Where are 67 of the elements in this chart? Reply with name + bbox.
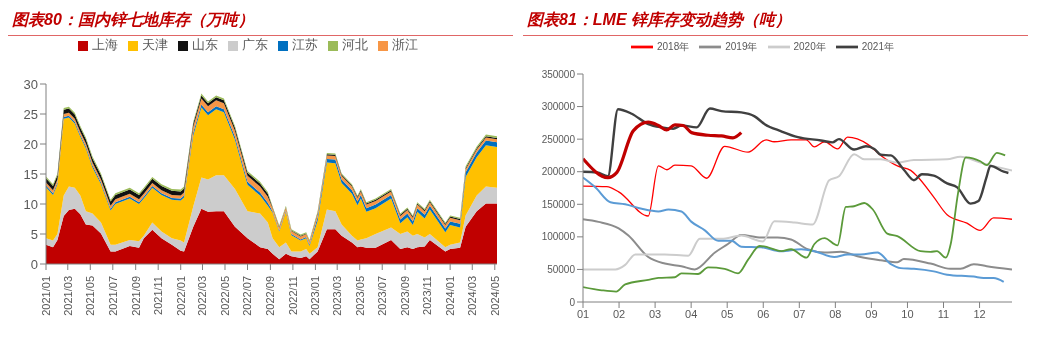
x-tick-label: 2023/09 bbox=[398, 276, 411, 316]
legend-label: 广东 bbox=[241, 37, 268, 52]
y-tick-label: 10 bbox=[23, 196, 38, 212]
x-tick-label: 2021/01 bbox=[39, 276, 52, 316]
x-tick-label: 2021/09 bbox=[129, 276, 142, 316]
legend-label: 天津 bbox=[141, 37, 168, 52]
x-tick-label: 10 bbox=[901, 307, 914, 320]
legend-label: 2019年 bbox=[725, 40, 758, 52]
legend-label: 江苏 bbox=[291, 37, 318, 52]
x-tick-label: 03 bbox=[648, 307, 662, 320]
x-tick-label: 2022/07 bbox=[241, 276, 254, 316]
line-series bbox=[583, 176, 1005, 283]
y-tick-label: 30 bbox=[23, 76, 38, 92]
x-tick-label: 04 bbox=[685, 307, 698, 320]
line-series bbox=[583, 107, 1010, 205]
x-tick-label: 2021/11 bbox=[152, 276, 165, 315]
chart-title: 图表80：国内锌七地库存（万吨） bbox=[8, 8, 513, 36]
line-series bbox=[583, 120, 743, 180]
x-tick-label: 07 bbox=[793, 307, 806, 320]
x-tick-label: 2024/03 bbox=[466, 276, 479, 316]
y-tick-label: 5 bbox=[30, 226, 38, 242]
y-tick-label: 250000 bbox=[541, 133, 576, 145]
legend-label: 2018年 bbox=[657, 40, 690, 52]
legend-label: 浙江 bbox=[391, 37, 418, 52]
line-series bbox=[583, 151, 1007, 293]
y-tick-label: 200000 bbox=[541, 166, 576, 178]
y-tick-label: 25 bbox=[23, 106, 38, 122]
chart-title: 图表81：LME 锌库存变动趋势（吨） bbox=[523, 8, 1028, 36]
y-tick-label: 50000 bbox=[547, 263, 576, 275]
x-tick-label: 08 bbox=[829, 307, 842, 320]
y-tick-label: 150000 bbox=[541, 198, 576, 210]
x-tick-label: 2023/07 bbox=[376, 276, 389, 316]
x-tick-label: 2022/03 bbox=[196, 276, 209, 316]
x-tick-label: 2022/11 bbox=[286, 276, 299, 315]
legend-label: 山东 bbox=[191, 37, 218, 52]
x-tick-label: 2021/05 bbox=[84, 276, 97, 316]
legend-label: 河北 bbox=[341, 37, 368, 52]
line-series bbox=[583, 136, 1012, 231]
y-tick-label: 0 bbox=[30, 256, 38, 272]
x-tick-label: 12 bbox=[973, 307, 986, 320]
y-tick-label: 100000 bbox=[541, 231, 576, 243]
x-tick-label: 01 bbox=[576, 307, 590, 320]
x-tick-label: 2021/03 bbox=[61, 276, 74, 316]
x-tick-label: 02 bbox=[612, 307, 626, 320]
x-tick-label: 2021/07 bbox=[106, 276, 119, 316]
y-tick-label: 20 bbox=[23, 136, 38, 152]
y-tick-label: 300000 bbox=[541, 101, 576, 113]
x-tick-label: 2023/11 bbox=[421, 276, 434, 315]
x-tick-label: 2023/01 bbox=[309, 276, 322, 316]
x-tick-label: 2023/05 bbox=[353, 276, 366, 316]
legend-label: 2020年 bbox=[793, 40, 826, 52]
y-tick-label: 15 bbox=[23, 166, 38, 182]
x-tick-label: 2024/05 bbox=[488, 276, 501, 316]
x-tick-label: 2022/09 bbox=[264, 276, 277, 316]
legend-label: 上海 bbox=[91, 37, 118, 52]
x-tick-label: 2023/03 bbox=[331, 276, 344, 316]
line-series bbox=[583, 153, 1012, 271]
x-tick-label: 06 bbox=[757, 307, 770, 320]
x-tick-label: 2022/05 bbox=[218, 276, 231, 316]
y-tick-label: 350000 bbox=[541, 68, 576, 80]
x-tick-label: 2024/01 bbox=[443, 276, 456, 316]
x-tick-label: 11 bbox=[937, 307, 950, 320]
y-tick-label: 0 bbox=[569, 296, 576, 308]
x-tick-label: 09 bbox=[865, 307, 878, 320]
legend-label: 2021年 bbox=[861, 40, 894, 52]
x-tick-label: 2022/01 bbox=[174, 276, 187, 316]
x-tick-label: 05 bbox=[721, 307, 734, 320]
